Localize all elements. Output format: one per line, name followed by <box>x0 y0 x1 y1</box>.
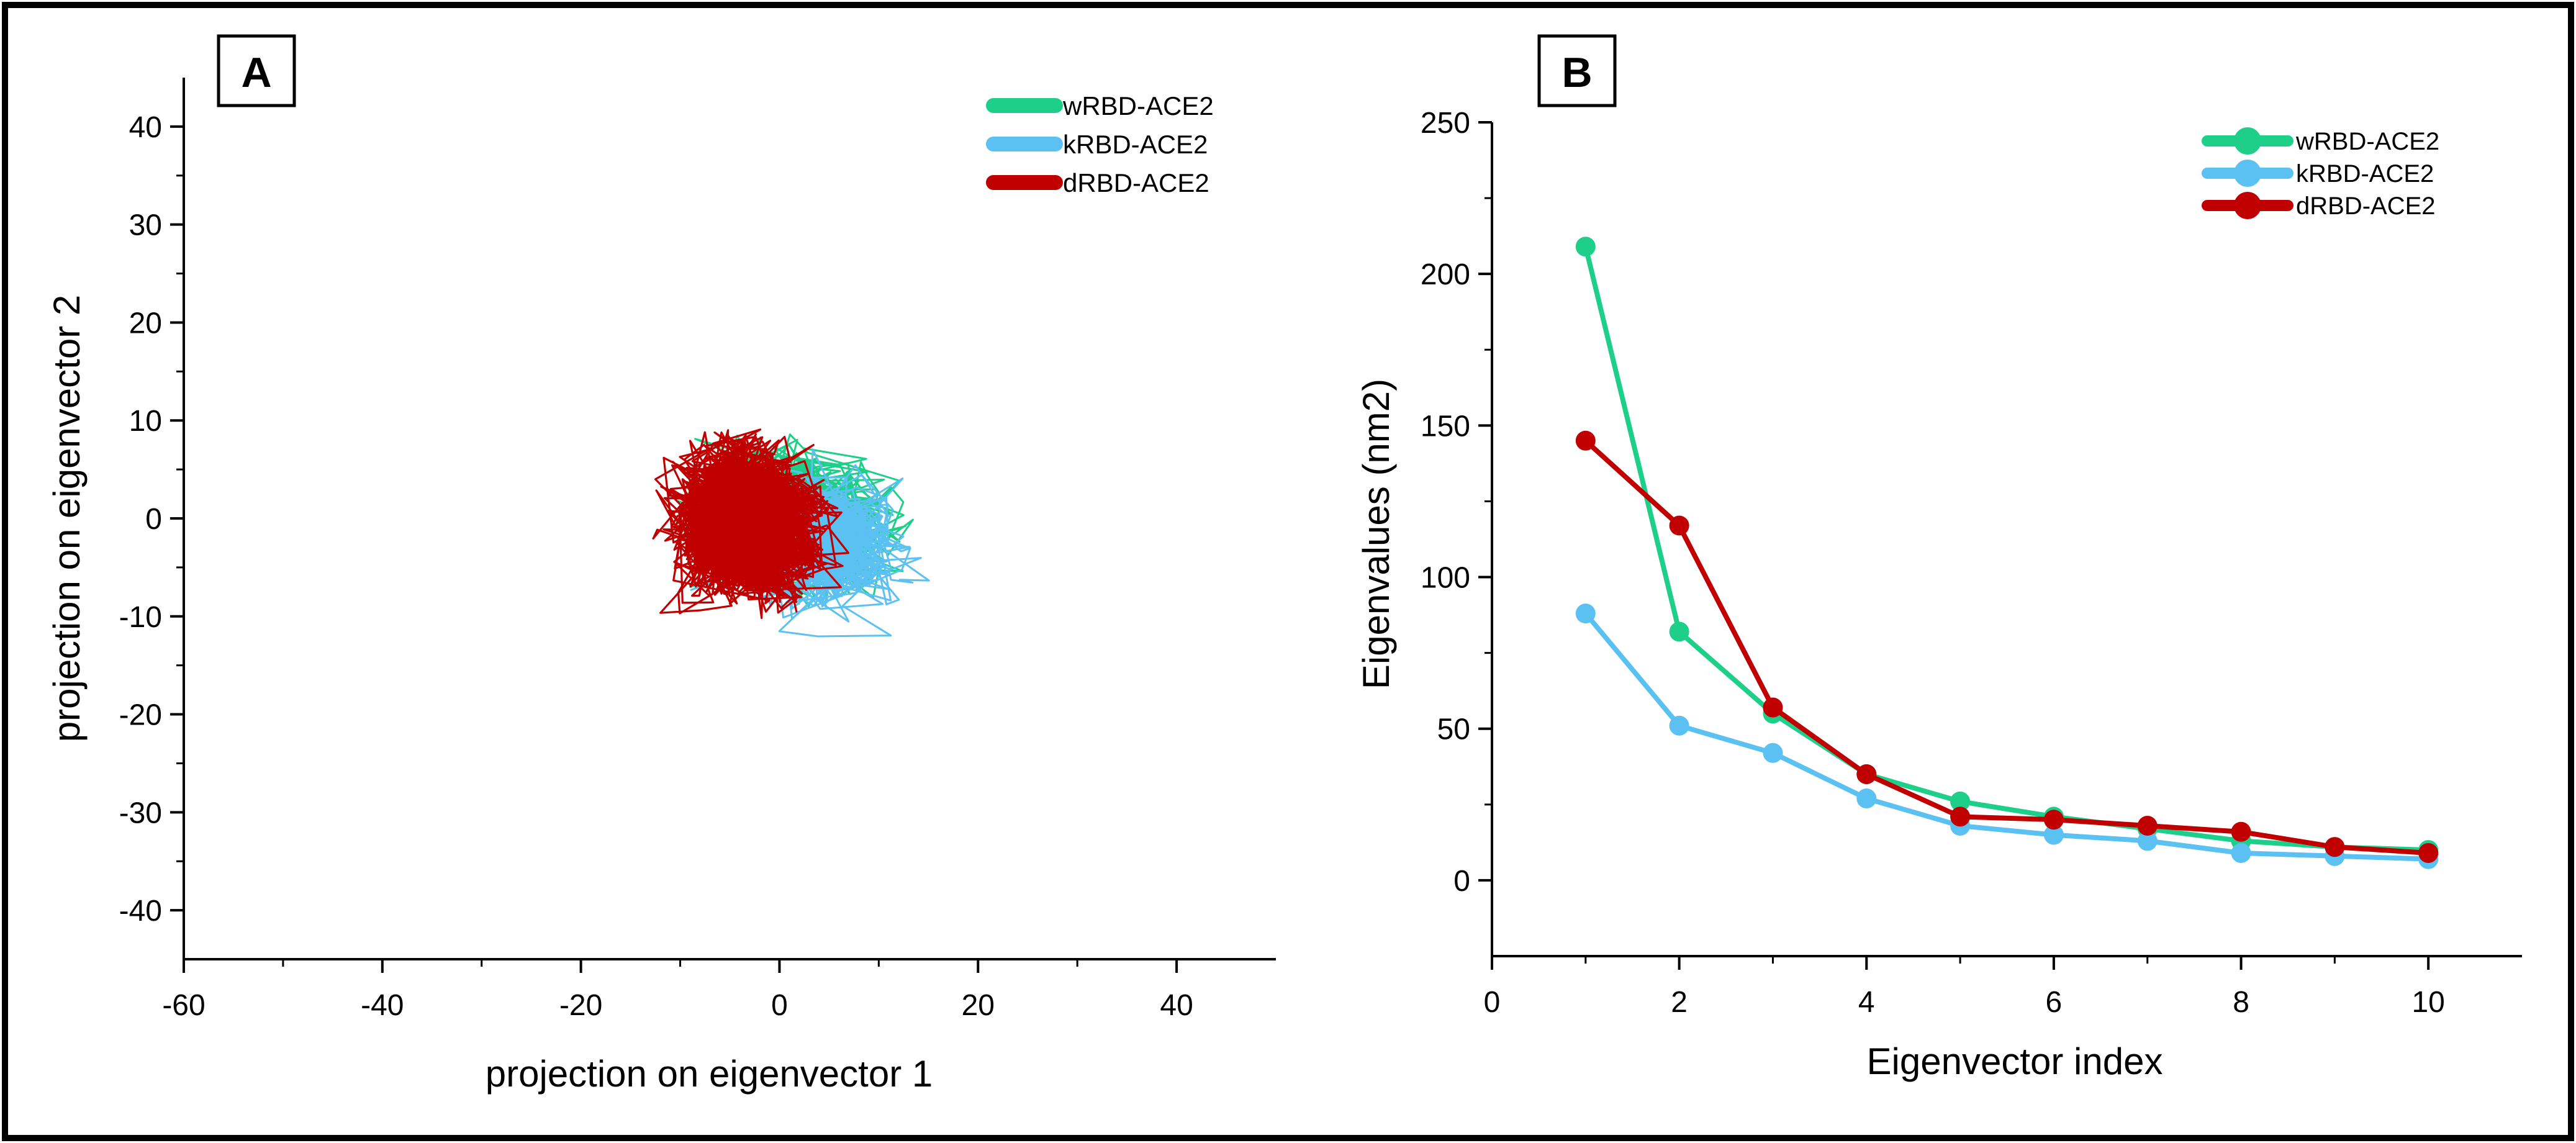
data-point <box>1575 603 1596 624</box>
data-point <box>1763 743 1783 763</box>
panel-a-y-tick-label: 0 <box>145 503 162 536</box>
panel-b-legend-marker <box>2234 127 2261 155</box>
data-point <box>1669 621 1689 642</box>
panel-a-xlabel: projection on eigenvector 1 <box>486 1053 933 1095</box>
panel-b-y-tick-label: 250 <box>1421 107 1470 140</box>
series-line <box>1583 612 2429 862</box>
panel-b-legend-marker <box>2234 160 2261 187</box>
panel-b-label: B <box>1561 49 1592 96</box>
panel-a-y-tick-label: 20 <box>129 307 162 340</box>
panel-a-x-tick-label: -40 <box>361 989 404 1022</box>
panel-a-label-box <box>217 34 296 107</box>
panel-a-legend-label: dRBD-ACE2 <box>1063 168 1209 197</box>
panel-b-label-box <box>1537 34 1617 107</box>
panel-a-x-tick-label: 40 <box>1160 989 1193 1022</box>
panel-a-y-tick-label: -20 <box>119 699 162 732</box>
panel-b-series <box>1575 237 2439 869</box>
panel-b-y-tick-label: 150 <box>1421 410 1470 443</box>
panel-a-axes: -60 -40 -20 0 20 40 -40 -30 -20 -10 0 10 20 30 40 <box>119 78 1276 1022</box>
panel-b-ylabel: Eigenvalues (nm2) <box>1355 379 1397 689</box>
panel-a-x-tick-label: 20 <box>962 989 995 1022</box>
panel-b-y-tick-label: 100 <box>1421 562 1470 595</box>
data-point <box>1763 697 1783 718</box>
data-point <box>2043 810 2064 830</box>
series-dRBD-ACE2 <box>1575 430 2439 863</box>
data-point <box>1856 788 1877 809</box>
panel-a-x-tick-label: -20 <box>559 989 602 1022</box>
series-line <box>1584 438 2429 856</box>
panel-b-y-tick-label: 200 <box>1421 258 1470 291</box>
data-point <box>1669 715 1689 736</box>
panel-a-y-tick-label: -40 <box>119 895 162 928</box>
data-point <box>2137 831 2158 851</box>
data-point <box>2231 821 2251 842</box>
panel-a-scatter-trajectory: A -60 -40 -20 0 20 40 -40 -30 -20 -10 0 10 20 30 40 pr… <box>46 34 1276 1095</box>
data-point <box>1950 791 1971 811</box>
panel-b-x-tick-label: 2 <box>1671 986 1688 1019</box>
panel-a-x-tick-label: -60 <box>162 989 205 1022</box>
panel-a-trajectories <box>652 428 930 638</box>
panel-a-y-tick-label: 10 <box>129 405 162 438</box>
panel-a-ylabel: projection on eigenvector 2 <box>46 295 88 742</box>
panel-b-y-tick-label: 50 <box>1437 713 1470 746</box>
panel-a-label: A <box>241 49 271 96</box>
data-point <box>2043 824 2064 845</box>
data-point <box>1669 515 1689 536</box>
data-point <box>2325 837 2345 857</box>
panel-b-legend-label: kRBD-ACE2 <box>2296 160 2434 187</box>
data-point <box>2137 816 2158 836</box>
panel-b-legend-marker <box>2234 192 2261 219</box>
panel-b-x-tick-label: 4 <box>1858 986 1875 1019</box>
panel-a-x-tick-label: 0 <box>771 989 788 1022</box>
panel-a-legend-label: kRBD-ACE2 <box>1063 130 1208 159</box>
data-point <box>1856 764 1877 784</box>
data-point <box>1575 430 1596 451</box>
panel-b-x-tick-label: 6 <box>2046 986 2063 1019</box>
panel-b-x-tick-label: 0 <box>1484 986 1501 1019</box>
data-point <box>1950 806 1971 827</box>
series-line <box>1583 246 2429 853</box>
panel-b-legend-label: dRBD-ACE2 <box>2296 192 2436 220</box>
panel-a-legend: wRBD-ACE2 kRBD-ACE2 dRBD-ACE2 <box>986 91 1214 197</box>
panel-b-legend: wRBD-ACE2 kRBD-ACE2 dRBD-ACE2 <box>2202 127 2439 220</box>
data-point <box>1575 237 1596 257</box>
trajectory-dRBD-ACE2 <box>652 428 850 620</box>
panel-a-legend-label: wRBD-ACE2 <box>1062 91 1214 120</box>
data-point <box>2231 843 2251 863</box>
panel-b-xlabel: Eigenvector index <box>1867 1041 2163 1082</box>
panel-b-x-tick-label: 8 <box>2233 986 2249 1019</box>
panel-b-x-tick-label: 10 <box>2411 986 2444 1019</box>
panel-b-y-tick-label: 0 <box>1453 865 1470 898</box>
panel-a-y-tick-label: -10 <box>119 601 162 634</box>
panel-a-y-tick-label: 40 <box>129 111 162 144</box>
data-point <box>2418 843 2439 863</box>
panel-a-y-tick-label: 30 <box>129 209 162 242</box>
panel-a-y-tick-label: -30 <box>119 797 162 829</box>
panel-b-legend-label: wRBD-ACE2 <box>2295 128 2439 155</box>
